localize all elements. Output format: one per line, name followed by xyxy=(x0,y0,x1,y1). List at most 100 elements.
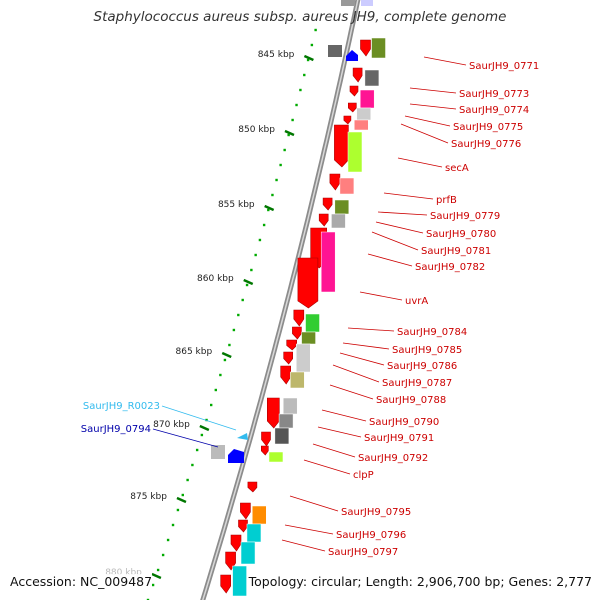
accession-label: Accession: NC_009487 xyxy=(10,574,153,589)
gene-label: SaurJH9_0773 xyxy=(459,89,529,100)
scale-minor-tick xyxy=(267,208,270,212)
scale-tick-label: 845 kbp xyxy=(258,50,295,60)
scale-minor-tick xyxy=(250,268,253,272)
category-block xyxy=(320,231,336,293)
category-block xyxy=(301,331,316,345)
gene-arrow xyxy=(360,39,371,57)
label-leader-line xyxy=(281,539,326,552)
scale-major-tick xyxy=(284,129,295,137)
scale-minor-tick xyxy=(254,253,257,257)
scale-major-tick xyxy=(151,572,162,580)
scale-major-tick xyxy=(221,351,232,359)
category-block xyxy=(232,565,247,597)
gene-label: SaurJH9_0788 xyxy=(376,395,446,406)
label-leader-line xyxy=(312,443,356,458)
label-leader-line xyxy=(359,291,403,301)
gene-label: SaurJH9_0787 xyxy=(382,378,452,389)
scale-minor-tick xyxy=(191,463,194,467)
scale-ruler: 845 kbp 850 kbp 855 kbp 860 kbp 865 kbp 870 k… xyxy=(105,28,317,600)
category-block xyxy=(331,213,346,229)
gene-arrow xyxy=(280,365,292,385)
gene-arrow xyxy=(238,519,248,533)
label-leader-line xyxy=(397,157,443,168)
scale-tick-label: 880 kbp xyxy=(105,568,142,578)
category-block xyxy=(359,89,375,109)
gene-arrow xyxy=(329,173,341,191)
category-block xyxy=(278,413,294,429)
category-block xyxy=(339,177,355,195)
gene-arrow xyxy=(240,502,251,520)
gene-label: uvrA xyxy=(405,296,428,307)
scale-minor-tick xyxy=(258,238,262,242)
gene-label: SaurJH9_0797 xyxy=(328,547,398,558)
gene-label: SaurJH9_0794 xyxy=(81,424,151,435)
scale-minor-tick xyxy=(279,163,282,167)
scale-minor-tick xyxy=(200,433,204,437)
scale-minor-tick xyxy=(271,193,274,197)
scale-minor-tick xyxy=(303,73,306,77)
gene-arrow xyxy=(322,197,333,211)
scale-minor-tick xyxy=(186,478,189,482)
gene-arrow xyxy=(347,102,357,113)
gene-label: prfB xyxy=(436,195,457,206)
scale-major-tick xyxy=(303,54,314,62)
label-leader-line xyxy=(339,352,385,366)
scale-tick-label: 850 kbp xyxy=(238,125,275,135)
gene-arrow xyxy=(349,85,359,97)
scale-major-tick xyxy=(176,496,187,504)
reverse-gene-arrow xyxy=(346,50,358,61)
reverse-block xyxy=(211,445,225,459)
label-leader-line xyxy=(317,426,362,438)
scale-minor-tick xyxy=(237,313,240,317)
scale-minor-tick xyxy=(181,493,184,497)
scale-minor-tick xyxy=(232,328,236,332)
gene-arrow xyxy=(247,481,258,493)
category-block xyxy=(268,451,284,463)
backbone-highlight xyxy=(202,0,359,600)
category-block xyxy=(295,343,311,373)
gene-label: SaurJH9_0785 xyxy=(392,345,462,356)
gene-labels: SaurJH9_0771 SaurJH9_0773 SaurJH9_0774 Saur… xyxy=(81,56,539,558)
label-leader-line xyxy=(400,123,449,144)
scale-minor-tick xyxy=(310,43,314,47)
category-block xyxy=(246,523,262,543)
scale-minor-tick xyxy=(245,283,249,287)
gene-arrow xyxy=(261,431,271,447)
scale-minor-tick xyxy=(156,568,160,572)
label-leader-line xyxy=(383,192,434,200)
gene-arrow xyxy=(283,351,294,365)
label-leader-line xyxy=(375,221,424,234)
scale-major-tick xyxy=(243,278,254,286)
genome-summary-label: Topology: circular; Length: 2,906,700 bp… xyxy=(248,574,592,589)
scale-minor-tick xyxy=(283,148,286,152)
label-leader-line xyxy=(303,459,351,475)
gene-arrow xyxy=(343,115,352,125)
gene-arrow xyxy=(292,326,302,340)
gene-label: SaurJH9_0775 xyxy=(453,122,523,133)
gene-label: SaurJH9_0791 xyxy=(364,433,434,444)
scale-minor-tick xyxy=(171,523,175,527)
label-leader-line xyxy=(342,342,390,350)
scale-tick-label: 865 kbp xyxy=(176,347,213,357)
scale-tick-label: 860 kbp xyxy=(197,274,234,284)
reverse-block xyxy=(341,0,355,6)
label-leader-line xyxy=(377,211,428,216)
scale-minor-tick xyxy=(299,88,302,92)
scale-tick-label: 875 kbp xyxy=(130,492,167,502)
category-block xyxy=(305,313,320,333)
category-block xyxy=(356,107,372,121)
category-block xyxy=(282,397,298,415)
gene-label: SaurJH9_0781 xyxy=(421,246,491,257)
scale-minor-tick xyxy=(214,388,218,392)
scale-minor-tick xyxy=(306,58,310,62)
category-block xyxy=(354,119,369,131)
label-leader-line xyxy=(161,405,237,431)
forward-genes xyxy=(220,39,371,594)
gene-label: SaurJH9_0790 xyxy=(369,417,439,428)
category-block xyxy=(371,37,386,59)
scale-minor-tick xyxy=(146,598,150,600)
label-leader-line xyxy=(371,231,419,251)
gene-label: SaurJH9_0771 xyxy=(469,61,539,72)
scale-minor-tick xyxy=(161,553,165,557)
